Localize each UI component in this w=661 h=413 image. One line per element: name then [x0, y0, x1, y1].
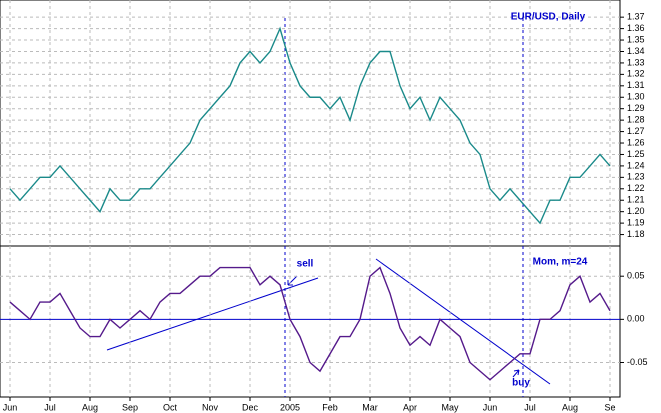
y-tick-label: 1.26: [627, 137, 645, 147]
y-tick-label: 1.33: [627, 57, 645, 67]
trend-line: [106, 277, 319, 351]
y-tick-label: 1.20: [627, 206, 645, 216]
series-line: [9, 266, 611, 381]
annotation: buy: [512, 378, 530, 389]
annotation: sell: [297, 259, 314, 270]
y-tick-label: 1.23: [627, 172, 645, 182]
x-tick-label: Aug: [562, 402, 578, 412]
x-tick-label: Feb: [322, 402, 338, 412]
x-tick-label: Se: [604, 402, 615, 412]
y-tick-label: 1.19: [627, 217, 645, 227]
y-tick-label: 1.32: [627, 69, 645, 79]
y-tick-label: 1.37: [627, 12, 645, 22]
y-tick-label: -0.05: [627, 357, 648, 367]
x-tick-label: Aug: [82, 402, 98, 412]
y-tick-label: 1.22: [627, 183, 645, 193]
y-tick-label: 1.24: [627, 160, 645, 170]
y-tick-label: 0.05: [627, 271, 645, 281]
y-tick-label: 1.31: [627, 80, 645, 90]
x-tick-label: Apr: [403, 402, 417, 412]
x-tick-label: Jun: [3, 402, 18, 412]
x-tick-label: Nov: [202, 402, 219, 412]
x-tick-label: May: [441, 402, 459, 412]
x-tick-label: Oct: [163, 402, 178, 412]
y-tick-label: 1.34: [627, 46, 645, 56]
x-tick-label: Jul: [524, 402, 536, 412]
y-tick-label: 1.29: [627, 103, 645, 113]
x-tick-label: Jun: [483, 402, 498, 412]
y-tick-label: 1.27: [627, 126, 645, 136]
x-tick-label: Mar: [362, 402, 378, 412]
marks: Jun Jul Aug Sep Oct Nov Dec 2005 Feb Mar Apr May Jun…: [0, 0, 648, 412]
y-tick-label: 0.00: [627, 314, 645, 324]
buy-arrow: [512, 369, 520, 378]
indicator-title: Mom, m=24: [533, 257, 588, 268]
y-tick-label: 1.36: [627, 23, 645, 33]
y-tick-label: 1.35: [627, 34, 645, 44]
y-tick-label: 1.18: [627, 229, 645, 239]
x-tick-label: Dec: [242, 402, 259, 412]
trend-line: [375, 258, 551, 385]
y-tick-label: 1.21: [627, 195, 645, 205]
x-tick-label: 2005: [280, 402, 300, 412]
chart-title: EUR/USD, Daily: [511, 12, 586, 23]
plot-frame: [0, 0, 621, 398]
x-tick-label: Sep: [122, 402, 138, 412]
y-tick-label: 1.25: [627, 149, 645, 159]
x-tick-label: Jul: [44, 402, 56, 412]
series-line: [9, 26, 611, 225]
y-tick-label: 1.28: [627, 115, 645, 125]
y-tick-label: 1.30: [627, 92, 645, 102]
